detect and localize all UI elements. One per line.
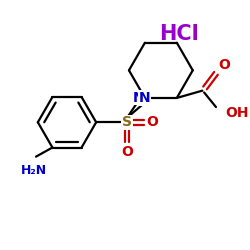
Text: HCl: HCl: [159, 24, 199, 44]
Text: O: O: [146, 115, 158, 129]
Text: N: N: [139, 91, 151, 105]
Text: N: N: [132, 91, 144, 105]
Text: S: S: [122, 115, 132, 129]
Text: H₂N: H₂N: [21, 164, 47, 177]
Text: O: O: [121, 145, 133, 159]
Text: O: O: [218, 58, 230, 72]
Text: OH: OH: [225, 106, 248, 120]
